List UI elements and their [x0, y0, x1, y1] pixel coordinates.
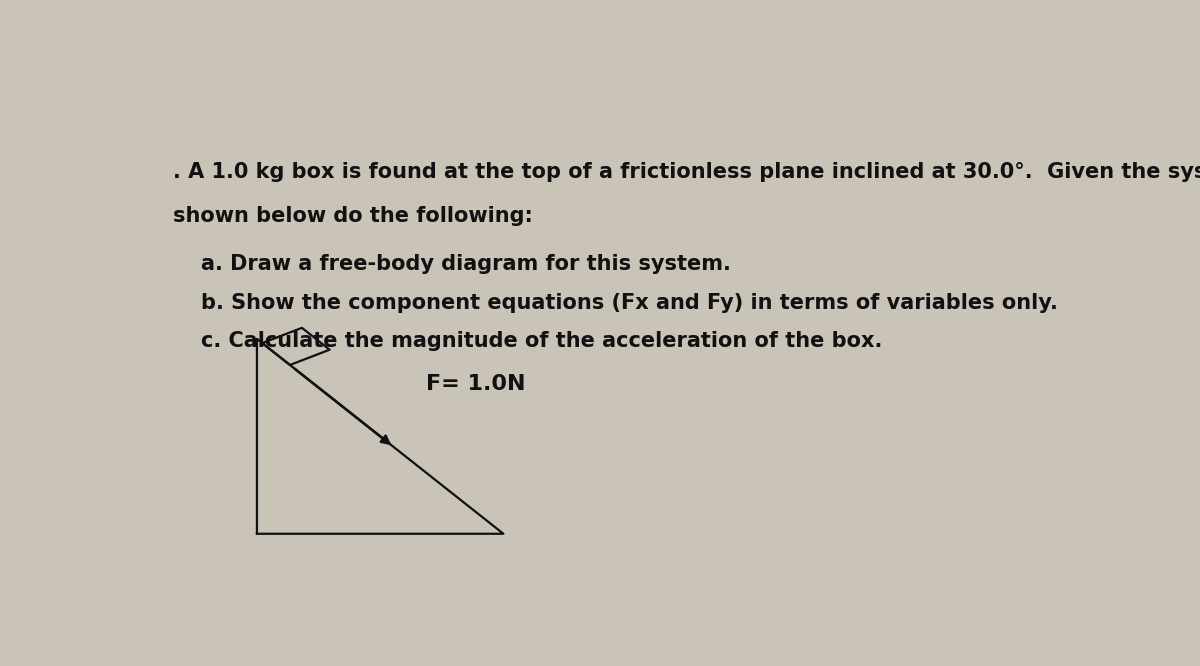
Text: . A 1.0 kg box is found at the top of a frictionless plane inclined at 30.0°.  G: . A 1.0 kg box is found at the top of a …	[173, 162, 1200, 182]
Text: c. Calculate the magnitude of the acceleration of the box.: c. Calculate the magnitude of the accele…	[202, 331, 882, 351]
Text: b. Show the component equations (Fx and Fy) in terms of variables only.: b. Show the component equations (Fx and …	[202, 293, 1058, 313]
Text: a. Draw a free-body diagram for this system.: a. Draw a free-body diagram for this sys…	[202, 254, 731, 274]
Text: F= 1.0N: F= 1.0N	[426, 374, 526, 394]
Text: shown below do the following:: shown below do the following:	[173, 206, 533, 226]
